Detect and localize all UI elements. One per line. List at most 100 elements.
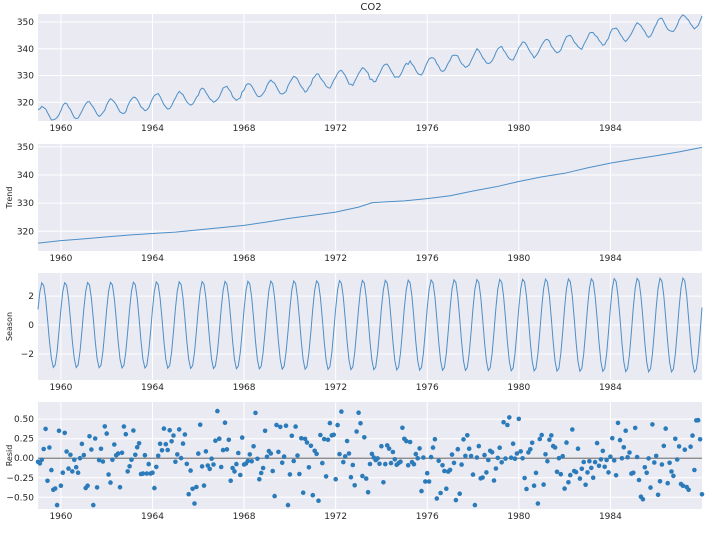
y-tick-label: 350 xyxy=(17,143,34,153)
resid-point xyxy=(434,496,440,501)
resid-point xyxy=(440,463,445,468)
resid-point xyxy=(590,475,596,481)
resid-point xyxy=(424,470,430,476)
resid-point xyxy=(211,462,216,467)
x-tick-label: 1980 xyxy=(507,512,530,522)
resid-point xyxy=(339,409,344,414)
resid-point xyxy=(228,478,233,484)
x-tick-label: 1976 xyxy=(416,512,439,522)
resid-point xyxy=(617,437,623,443)
resid-point xyxy=(341,459,346,465)
x-tick-label: 1976 xyxy=(416,383,439,393)
resid-point xyxy=(232,469,237,474)
resid-point xyxy=(320,460,325,466)
resid-point xyxy=(218,464,224,470)
resid-point xyxy=(562,486,567,491)
resid-point xyxy=(520,456,525,461)
resid-point xyxy=(117,484,123,490)
resid-point xyxy=(363,476,369,481)
series-line-observed xyxy=(37,14,703,121)
x-tick-label: 1960 xyxy=(49,383,72,393)
resid-point xyxy=(608,454,613,460)
series-line-trend xyxy=(37,146,703,244)
resid-point xyxy=(226,437,232,443)
resid-point xyxy=(203,449,209,454)
resid-point xyxy=(285,502,291,508)
resid-point xyxy=(560,453,565,459)
resid-point xyxy=(152,485,157,491)
resid-point xyxy=(104,431,109,436)
y-tick-label: 330 xyxy=(17,199,34,209)
resid-point xyxy=(327,420,333,426)
resid-point xyxy=(423,479,428,484)
resid-point xyxy=(529,440,535,446)
resid-point xyxy=(154,464,159,470)
panel-observed: 1960 1964 1968 1972 1976 1980 1984 320 330 340 350 xyxy=(17,14,703,134)
resid-point xyxy=(573,469,579,475)
resid-point xyxy=(690,433,695,438)
resid-point xyxy=(665,480,670,486)
resid-point xyxy=(386,446,392,451)
resid-point xyxy=(253,410,258,416)
y-tick-label: 340 xyxy=(17,45,34,55)
x-tick-label: 1984 xyxy=(599,383,622,393)
resid-point xyxy=(276,449,281,455)
resid-point xyxy=(549,433,554,438)
resid-point xyxy=(295,453,300,458)
resid-point xyxy=(342,454,348,459)
resid-point xyxy=(537,436,543,442)
resid-point xyxy=(392,457,398,462)
resid-point xyxy=(123,431,129,437)
resid-point xyxy=(72,457,77,463)
resid-point xyxy=(56,428,62,434)
x-tick-label: 1964 xyxy=(141,254,164,264)
resid-point xyxy=(70,469,75,474)
resid-point xyxy=(398,459,403,465)
resid-point xyxy=(293,424,298,429)
y-tick-label: 350 xyxy=(17,18,34,28)
resid-point xyxy=(457,491,463,497)
y-tick-label: 320 xyxy=(17,227,34,237)
resid-point xyxy=(291,458,297,464)
resid-point xyxy=(417,446,422,451)
resid-point xyxy=(646,456,651,461)
resid-point xyxy=(245,458,251,464)
x-tick-label: 1976 xyxy=(416,254,439,264)
resid-point xyxy=(64,449,69,454)
resid-point xyxy=(362,435,367,440)
x-tick-label: 1968 xyxy=(233,383,256,393)
resid-point xyxy=(653,453,659,459)
resid-point xyxy=(217,436,222,442)
resid-point xyxy=(268,451,274,456)
resid-point xyxy=(77,455,83,461)
y-tick-label: 0.50 xyxy=(14,415,34,425)
resid-point xyxy=(669,469,674,474)
resid-point xyxy=(503,456,508,461)
resid-point xyxy=(632,425,638,431)
resid-point xyxy=(119,450,125,456)
series-line-season xyxy=(37,276,703,374)
resid-point xyxy=(602,464,607,470)
resid-point xyxy=(129,457,134,463)
y-tick-label: 2 xyxy=(28,292,34,302)
y-tick-label: −2 xyxy=(21,350,34,360)
resid-point xyxy=(459,462,464,467)
resid-point xyxy=(411,461,417,467)
resid-point xyxy=(598,457,604,462)
x-tick-label: 1980 xyxy=(507,383,530,393)
resid-point xyxy=(673,436,678,442)
resid-point xyxy=(234,461,239,467)
resid-point xyxy=(215,408,220,414)
resid-point xyxy=(699,492,705,497)
resid-point xyxy=(465,433,470,438)
resid-point xyxy=(579,466,585,472)
resid-point xyxy=(381,480,386,485)
resid-point xyxy=(596,463,602,469)
resid-point xyxy=(352,483,358,488)
resid-point xyxy=(297,471,302,477)
resid-point xyxy=(163,441,169,447)
x-tick-label: 1960 xyxy=(49,512,72,522)
resid-point xyxy=(239,435,245,440)
resid-point xyxy=(428,454,434,460)
resid-point xyxy=(545,458,550,464)
